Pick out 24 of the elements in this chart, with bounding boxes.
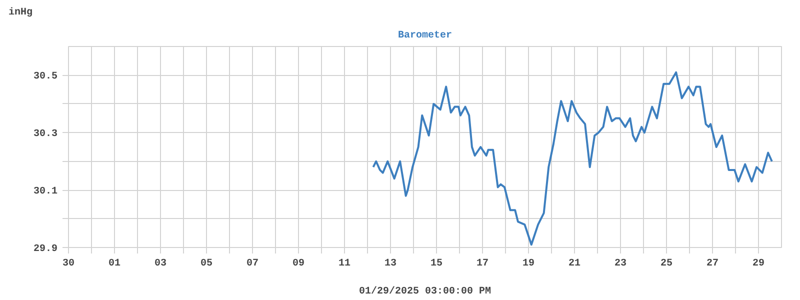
line-series — [372, 71, 773, 246]
x-tick-label: 30 — [62, 258, 75, 270]
chart-title: Barometer — [398, 30, 452, 42]
x-tick-label: 27 — [706, 258, 719, 270]
x-tick-label: 23 — [614, 258, 627, 270]
y-tick-label: 30.1 — [33, 186, 58, 198]
y-tick-label: 30.3 — [33, 129, 58, 140]
x-tick-label: 15 — [430, 258, 443, 270]
x-tick-label: 29 — [752, 258, 765, 270]
x-tick-label: 25 — [660, 258, 673, 270]
x-tick-label: 09 — [292, 258, 305, 270]
x-tick-label: 05 — [200, 258, 213, 270]
x-axis-title: 01/29/2025 03:00:00 PM — [358, 286, 492, 298]
x-tick-label: 13 — [384, 258, 397, 270]
x-tick-label: 17 — [476, 258, 489, 270]
x-tick-label: 03 — [154, 258, 167, 270]
y-tick-label: 29.9 — [33, 244, 58, 255]
x-tick-label: 21 — [568, 258, 581, 270]
x-tick-label: 01 — [108, 258, 121, 270]
x-tick-label: 19 — [522, 258, 535, 270]
x-tick-label: 07 — [246, 258, 259, 270]
y-tick-label: 30.5 — [33, 72, 58, 83]
x-tick-label: 11 — [338, 258, 351, 270]
y-axis-title: inHg — [8, 6, 33, 18]
